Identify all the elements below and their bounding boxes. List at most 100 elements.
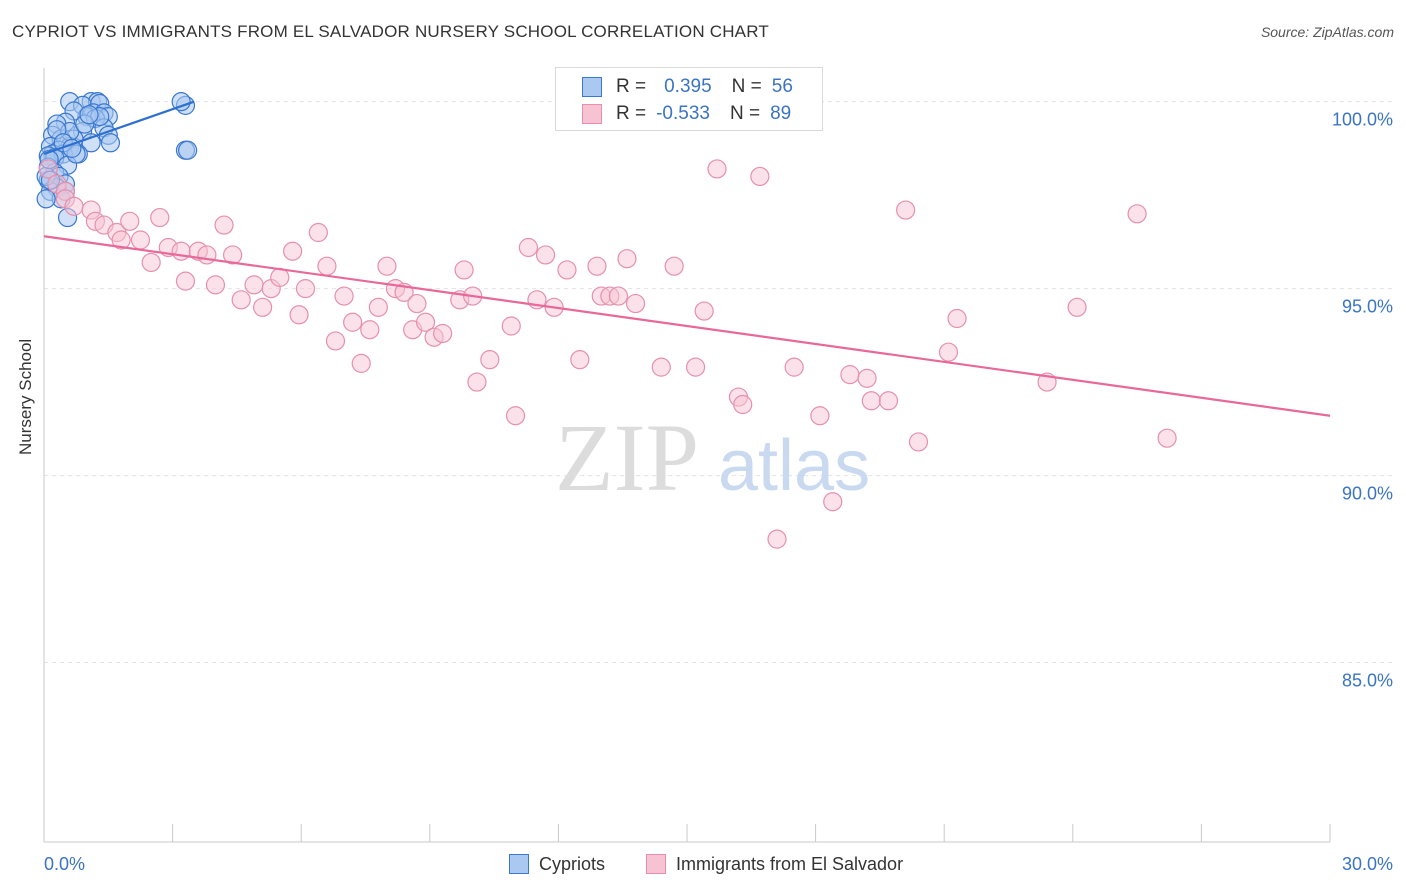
correlation-legend: R = 0.395 N = 56 R = -0.533 N = 89 (555, 67, 823, 131)
el-salvador-point (767, 529, 787, 549)
el-salvador-point (308, 222, 328, 243)
el-salvador-point (535, 245, 556, 265)
el-salvador-point (857, 368, 877, 388)
legend-r-label: R = (616, 103, 647, 124)
el-salvador-point (38, 159, 58, 179)
legend-n-value: 56 (771, 76, 793, 97)
el-salvador-point (878, 391, 899, 411)
source-label: Source: ZipAtlas.com (1260, 24, 1394, 40)
el-salvador-point (317, 256, 337, 276)
el-salvador-point (750, 166, 770, 187)
watermark-zip: ZIP (555, 404, 699, 511)
el-salvador-point (253, 297, 273, 317)
cypriot-point (171, 92, 191, 112)
el-salvador-point (415, 312, 436, 332)
el-salvador-point (501, 316, 521, 336)
y-tick-label: 85.0% (1342, 671, 1393, 691)
el-salvador-point (130, 230, 151, 250)
el-salvador-point (223, 245, 243, 265)
el-salvador-point (861, 391, 881, 411)
el-salvador-point (557, 260, 577, 280)
bottom-legend-label: Cypriots (539, 853, 606, 874)
cypriot-point (100, 133, 121, 153)
el-salvador-point (120, 211, 140, 231)
cypriot-point (178, 140, 198, 160)
chart-title: CYPRIOT VS IMMIGRANTS FROM EL SALVADOR N… (12, 22, 769, 41)
legend-r-value: -0.533 (656, 103, 710, 124)
el-salvador-point (64, 196, 84, 216)
x-tick-label-min: 0.0% (44, 854, 85, 874)
el-salvador-point (467, 372, 487, 392)
el-salvador-point (810, 406, 830, 426)
el-salvador-point (171, 241, 191, 261)
el-salvador-point (231, 290, 251, 310)
legend-swatch-cypriots (582, 77, 602, 97)
el-salvador-point (1157, 428, 1177, 448)
el-salvador-point (360, 320, 380, 340)
el-salvador-point (694, 301, 714, 321)
el-salvador-point (617, 249, 637, 269)
tick-labels: 85.0% 90.0% 95.0% 100.0% 0.0% 30.0% (44, 110, 1393, 874)
cypriot-point (36, 189, 56, 209)
x-tick-label-max: 30.0% (1342, 854, 1393, 874)
el-salvador-point (625, 293, 646, 314)
bottom-swatch-cypriots (509, 854, 529, 874)
legend-r-label: R = (616, 76, 647, 97)
y-tick-label: 90.0% (1342, 484, 1393, 504)
el-salvador-point (283, 241, 303, 261)
el-salvador-point (407, 293, 427, 314)
legend-n-value: 89 (770, 103, 792, 124)
cypriot-trend-line (43, 100, 195, 156)
el-salvador-point (733, 394, 753, 415)
el-salvador-point (908, 432, 929, 452)
cypriot-point (79, 105, 99, 125)
legend-row-el-salvador: R = -0.533 N = 89 (582, 102, 791, 126)
el-salvador-point (141, 252, 161, 273)
el-salvador-point (707, 159, 727, 179)
el-salvador-point (111, 230, 131, 250)
el-salvador-point (343, 312, 363, 332)
legend-swatch-el-salvador (582, 104, 602, 124)
bottom-legend-cypriots: Cypriots (509, 851, 605, 877)
el-salvador-point (197, 245, 217, 265)
legend-row-cypriots: R = 0.395 N = 56 (582, 75, 793, 99)
y-tick-label: 100.0% (1332, 110, 1393, 130)
el-salvador-point (664, 256, 684, 276)
gridlines (44, 101, 1395, 664)
el-salvador-point (823, 492, 843, 512)
el-salvador-point (938, 342, 959, 362)
el-salvador-point (351, 353, 371, 373)
el-salvador-point (947, 308, 967, 329)
el-salvador-point (454, 260, 474, 280)
el-salvador-point (651, 357, 671, 377)
watermark: ZIP atlas (555, 404, 870, 511)
legend-r-value: 0.395 (664, 76, 712, 97)
el-salvador-point (518, 237, 538, 258)
el-salvador-point (289, 305, 309, 325)
el-salvador-point (433, 323, 453, 344)
el-salvador-point (175, 271, 196, 291)
y-tick-label: 95.0% (1342, 297, 1393, 317)
el-salvador-point (896, 200, 916, 220)
legend-n-label: N = (729, 103, 761, 124)
el-salvador-point (244, 275, 264, 295)
el-salvador-point (295, 279, 316, 299)
el-salvador-point (214, 215, 234, 235)
el-salvador-point (368, 297, 388, 317)
el-salvador-point (377, 256, 397, 276)
el-salvador-point (840, 365, 860, 385)
el-salvador-point (325, 331, 346, 351)
y-axis-label: Nursery School (16, 338, 35, 455)
bottom-legend-el-salvador: Immigrants from El Salvador (646, 851, 903, 877)
legend-n-label: N = (731, 76, 762, 97)
el-salvador-point (480, 350, 500, 370)
el-salvador-point (608, 286, 629, 306)
el-salvador-point (685, 357, 706, 377)
trend-lines (43, 100, 1331, 417)
el-salvador-point (150, 207, 170, 228)
el-salvador-point (505, 406, 526, 426)
el-salvador-point (570, 350, 590, 370)
bottom-legend-label: Immigrants from El Salvador (676, 853, 904, 874)
bottom-swatch-el-salvador (646, 854, 666, 874)
